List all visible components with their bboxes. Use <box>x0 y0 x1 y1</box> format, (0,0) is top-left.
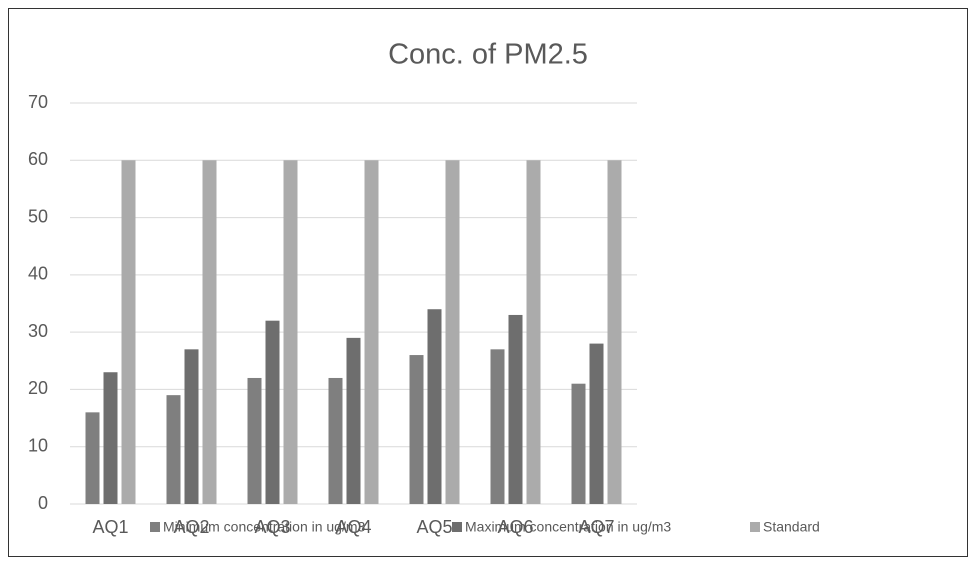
bar <box>265 320 280 504</box>
bar <box>571 383 586 504</box>
y-tick-label: 0 <box>38 493 48 513</box>
bar <box>85 412 100 504</box>
y-tick-label: 50 <box>28 206 48 226</box>
x-tick-label: AQ7 <box>578 517 614 537</box>
legend-swatch <box>750 522 760 532</box>
x-tick-label: AQ3 <box>254 517 290 537</box>
bar <box>508 314 523 504</box>
bar <box>364 160 379 505</box>
bar <box>103 372 118 504</box>
bar <box>589 343 604 504</box>
x-tick-label: AQ5 <box>416 517 452 537</box>
chart-border <box>8 8 968 557</box>
y-tick-label: 70 <box>28 92 48 112</box>
x-tick-label: AQ2 <box>173 517 209 537</box>
bar <box>121 160 136 505</box>
legend-swatch <box>150 522 160 532</box>
x-tick-label: AQ6 <box>497 517 533 537</box>
bar <box>283 160 298 505</box>
legend-label: Maximum concentration in ug/m3 <box>465 519 671 535</box>
bar <box>427 309 442 504</box>
chart-title: Conc. of PM2.5 <box>388 39 588 71</box>
bar <box>166 395 181 504</box>
bar <box>247 377 262 504</box>
y-tick-label: 60 <box>28 149 48 169</box>
bar <box>409 355 424 504</box>
y-tick-label: 10 <box>28 435 48 455</box>
bar <box>328 377 343 504</box>
y-tick-label: 20 <box>28 378 48 398</box>
bar <box>346 337 361 504</box>
legend-label: Standard <box>763 519 820 535</box>
legend-label: Minimum concentration in ug/m3 <box>163 519 366 535</box>
bar <box>490 349 505 504</box>
bar <box>202 160 217 505</box>
legend-swatch <box>452 522 462 532</box>
x-tick-label: AQ4 <box>335 517 371 537</box>
bar <box>607 160 622 505</box>
x-tick-label: AQ1 <box>92 517 128 537</box>
bar <box>184 349 199 504</box>
y-tick-label: 30 <box>28 321 48 341</box>
bar <box>526 160 541 505</box>
bar <box>445 160 460 505</box>
y-tick-label: 40 <box>28 264 48 284</box>
